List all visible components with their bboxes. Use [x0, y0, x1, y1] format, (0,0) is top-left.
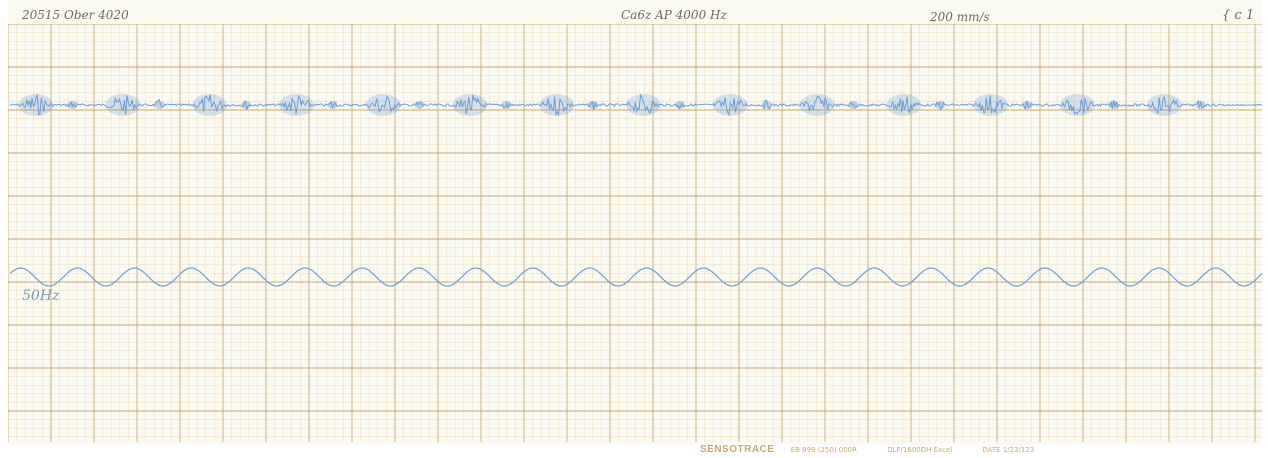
mini-burst-12	[1022, 101, 1033, 109]
mini-burst-10	[848, 101, 859, 109]
header-speed-note: 200 mm/s	[930, 10, 990, 24]
mini-burst-9	[761, 101, 772, 109]
mini-burst-5	[414, 101, 425, 109]
burst-5	[365, 94, 401, 116]
footer-item-3: DATE 1/23/123	[982, 446, 1035, 454]
mini-burst-13	[1108, 101, 1119, 109]
burst-4	[279, 94, 314, 116]
mini-burst-14	[1195, 101, 1206, 109]
paper-footer: SENSOTRACE EB 999 (250) 000R DLF/1600DH …	[700, 444, 1260, 458]
mini-burst-11	[935, 101, 946, 109]
burst-12	[973, 94, 1009, 116]
mini-burst-1	[67, 101, 78, 109]
header-left-note: 20515 Ober 4020	[22, 8, 129, 22]
footer-item-1: EB 999 (250) 000R	[790, 446, 857, 454]
burst-3	[192, 94, 228, 116]
series-50hz-sine	[9, 267, 1263, 287]
burst-9	[712, 94, 748, 116]
mini-burst-6	[501, 101, 512, 109]
mini-burst-2	[154, 101, 165, 109]
burst-2	[105, 94, 141, 116]
mini-burst-3	[241, 101, 252, 109]
burst-13	[1060, 94, 1095, 116]
burst-14	[1146, 94, 1182, 116]
header-center-note: Ca6z AP 4000 Hz	[621, 8, 727, 22]
trace-label-50hz: 50Hz	[22, 288, 60, 304]
mini-burst-7	[588, 101, 599, 109]
mini-burst-4	[327, 101, 338, 109]
burst-11	[886, 94, 922, 116]
footer-brand: SENSOTRACE	[700, 444, 775, 455]
series-burst-signal	[9, 93, 1263, 117]
header-right-note: { c 1	[1222, 8, 1255, 23]
chart-grid	[8, 24, 1262, 442]
footer-item-2: DLF/1600DH Excel	[887, 446, 953, 454]
burst-markers	[18, 94, 1206, 116]
burst-6	[452, 94, 488, 116]
burst-1	[18, 94, 54, 116]
mini-burst-8	[675, 101, 685, 109]
burst-7	[539, 94, 575, 116]
burst-8	[626, 94, 661, 116]
burst-10	[799, 94, 835, 116]
